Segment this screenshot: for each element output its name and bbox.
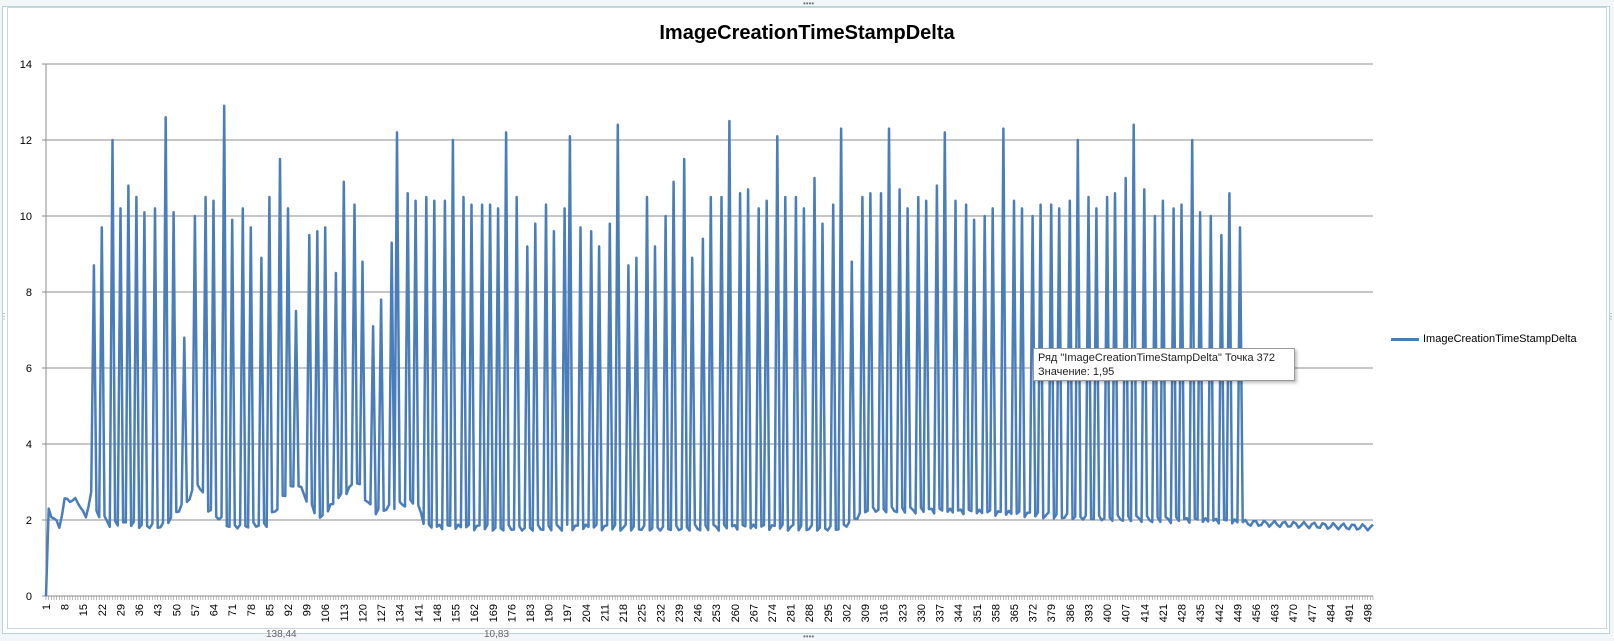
left-resize-handle[interactable]: ⋮ <box>0 312 8 321</box>
x-tick-label: 232 <box>655 604 667 622</box>
right-resize-handle[interactable]: ⋮ <box>1607 312 1614 321</box>
x-tick-label: 477 <box>1307 604 1319 622</box>
x-tick-label: 295 <box>823 604 835 622</box>
x-tick-label: 239 <box>674 604 686 622</box>
x-tick-label: 456 <box>1251 604 1263 622</box>
x-tick-label: 197 <box>562 604 574 622</box>
x-tick-label: 8 <box>60 604 72 610</box>
chart-title[interactable]: ImageCreationTimeStampDelta <box>659 22 955 44</box>
x-tick-label: 99 <box>302 604 314 616</box>
x-tick-label: 351 <box>972 604 984 622</box>
x-tick-label: 323 <box>897 604 909 622</box>
bottom-resize-handle[interactable]: •••• <box>803 632 815 641</box>
x-tick-label: 120 <box>357 604 369 622</box>
x-tick-label: 50 <box>171 604 183 616</box>
x-tick-label: 498 <box>1363 604 1375 622</box>
y-tick-label: 4 <box>26 439 32 451</box>
legend-series-swatch <box>1391 337 1419 341</box>
x-tick-label: 113 <box>339 604 351 622</box>
x-tick-label: 127 <box>376 604 388 622</box>
y-tick-label: 12 <box>20 135 32 147</box>
x-tick-label: 106 <box>320 604 332 622</box>
bottom-strip-label-2: 10,83 <box>484 629 510 640</box>
x-tick-label: 148 <box>432 604 444 622</box>
y-tick-label: 0 <box>26 591 32 603</box>
x-tick-label: 379 <box>1046 604 1058 622</box>
x-tick-label: 204 <box>581 604 593 622</box>
x-tick-label: 211 <box>599 604 611 622</box>
x-tick-label: 176 <box>506 604 518 622</box>
x-tick-label: 1 <box>41 604 53 610</box>
x-tick-label: 36 <box>134 604 146 616</box>
y-tick-label: 8 <box>26 287 32 299</box>
x-tick-label: 421 <box>1158 604 1170 622</box>
data-point-tooltip: Ряд "ImageCreationTimeStampDelta" Точка … <box>1033 348 1295 381</box>
y-tick-label: 6 <box>26 363 32 375</box>
x-tick-label: 155 <box>451 604 463 622</box>
x-tick-label: 407 <box>1121 604 1133 622</box>
y-tick-label: 14 <box>20 59 32 71</box>
y-tick-label: 10 <box>20 211 32 223</box>
x-tick-label: 22 <box>97 604 109 616</box>
x-tick-label: 372 <box>1028 604 1040 622</box>
x-tick-label: 337 <box>935 604 947 622</box>
tooltip-series-point: Ряд "ImageCreationTimeStampDelta" Точка … <box>1038 352 1275 364</box>
x-tick-label: 169 <box>488 604 500 622</box>
x-tick-label: 183 <box>525 604 537 622</box>
x-tick-label: 309 <box>860 604 872 622</box>
x-tick-label: 267 <box>748 604 760 622</box>
x-tick-label: 442 <box>1214 604 1226 622</box>
series-line[interactable] <box>44 104 1374 597</box>
x-tick-label: 386 <box>1065 604 1077 622</box>
x-tick-label: 92 <box>283 604 295 616</box>
x-tick-label: 484 <box>1325 604 1337 622</box>
x-tick-label: 428 <box>1177 604 1189 622</box>
x-tick-label: 281 <box>786 604 798 622</box>
x-tick-label: 134 <box>395 604 407 622</box>
x-tick-label: 225 <box>637 604 649 622</box>
x-tick-label: 435 <box>1195 604 1207 622</box>
x-tick-label: 414 <box>1139 604 1151 622</box>
x-tick-label: 29 <box>115 604 127 616</box>
x-tick-label: 400 <box>1102 604 1114 622</box>
legend-series-label: ImageCreationTimeStampDelta <box>1423 333 1577 345</box>
x-tick-label: 190 <box>544 604 556 622</box>
x-tick-label: 260 <box>730 604 742 622</box>
x-tick-label: 141 <box>413 604 425 622</box>
x-tick-label: 470 <box>1288 604 1300 622</box>
x-tick-label: 491 <box>1344 604 1356 622</box>
x-tick-label: 15 <box>78 604 90 616</box>
x-tick-label: 449 <box>1232 604 1244 622</box>
x-tick-label: 78 <box>246 604 258 616</box>
x-tick-label: 302 <box>841 604 853 622</box>
legend[interactable]: ImageCreationTimeStampDelta <box>1391 333 1577 345</box>
x-tick-label: 393 <box>1083 604 1095 622</box>
bottom-strip-label-1: 138,44 <box>266 629 297 640</box>
x-tick-label: 43 <box>153 604 165 616</box>
x-tick-label: 64 <box>209 604 221 616</box>
x-tick-label: 218 <box>618 604 630 622</box>
x-tick-label: 71 <box>227 604 239 616</box>
x-tick-label: 365 <box>1009 604 1021 622</box>
top-resize-handle[interactable]: •••• <box>803 0 815 8</box>
x-tick-label: 344 <box>953 604 965 622</box>
x-tick-label: 463 <box>1270 604 1282 622</box>
x-tick-label: 358 <box>990 604 1002 622</box>
x-tick-label: 162 <box>469 604 481 622</box>
x-tick-label: 316 <box>879 604 891 622</box>
x-tick-label: 85 <box>264 604 276 616</box>
x-tick-label: 274 <box>767 604 779 622</box>
x-tick-label: 57 <box>190 604 202 616</box>
x-tick-label: 330 <box>916 604 928 622</box>
x-tick-label: 288 <box>804 604 816 622</box>
x-tick-label: 253 <box>711 604 723 622</box>
y-tick-label: 2 <box>26 515 32 527</box>
x-tick-label: 246 <box>693 604 705 622</box>
tooltip-value: Значение: 1,95 <box>1038 366 1115 378</box>
